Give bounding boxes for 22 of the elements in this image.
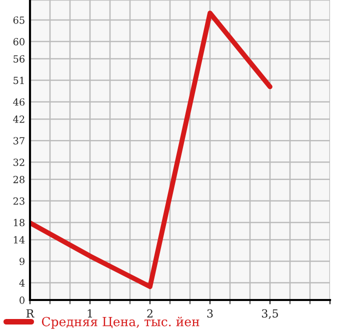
x-tick-label: R — [26, 309, 34, 318]
y-tick-label: 23 — [13, 197, 24, 205]
x-tick-label: 2 — [147, 309, 152, 318]
y-tick-label: 51 — [14, 76, 24, 84]
y-tick-label: 14 — [14, 236, 25, 244]
y-tick-label: 65 — [13, 16, 24, 24]
y-tick-label: 9 — [20, 258, 24, 266]
y-tick-label: 37 — [14, 137, 24, 144]
line-series — [30, 10, 272, 290]
y-tick-label: 18 — [14, 218, 24, 226]
legend-label: Средняя Цена, тыс. йен — [42, 316, 200, 329]
y-tick-label: 56 — [14, 55, 25, 63]
y-tick-label: 4 — [19, 279, 25, 286]
y-tick-label: 46 — [13, 98, 25, 106]
y-tick-label: 0 — [20, 296, 24, 304]
y-tick-label: 28 — [13, 176, 24, 184]
x-tick-label: 3 — [207, 309, 213, 318]
x-tick-label: 1 — [88, 309, 92, 318]
y-tick-label: 42 — [13, 116, 24, 123]
y-tick-label: 32 — [14, 158, 24, 166]
x-tick-label: 3,5 — [262, 309, 278, 319]
y-tick-label: 60 — [13, 38, 24, 46]
